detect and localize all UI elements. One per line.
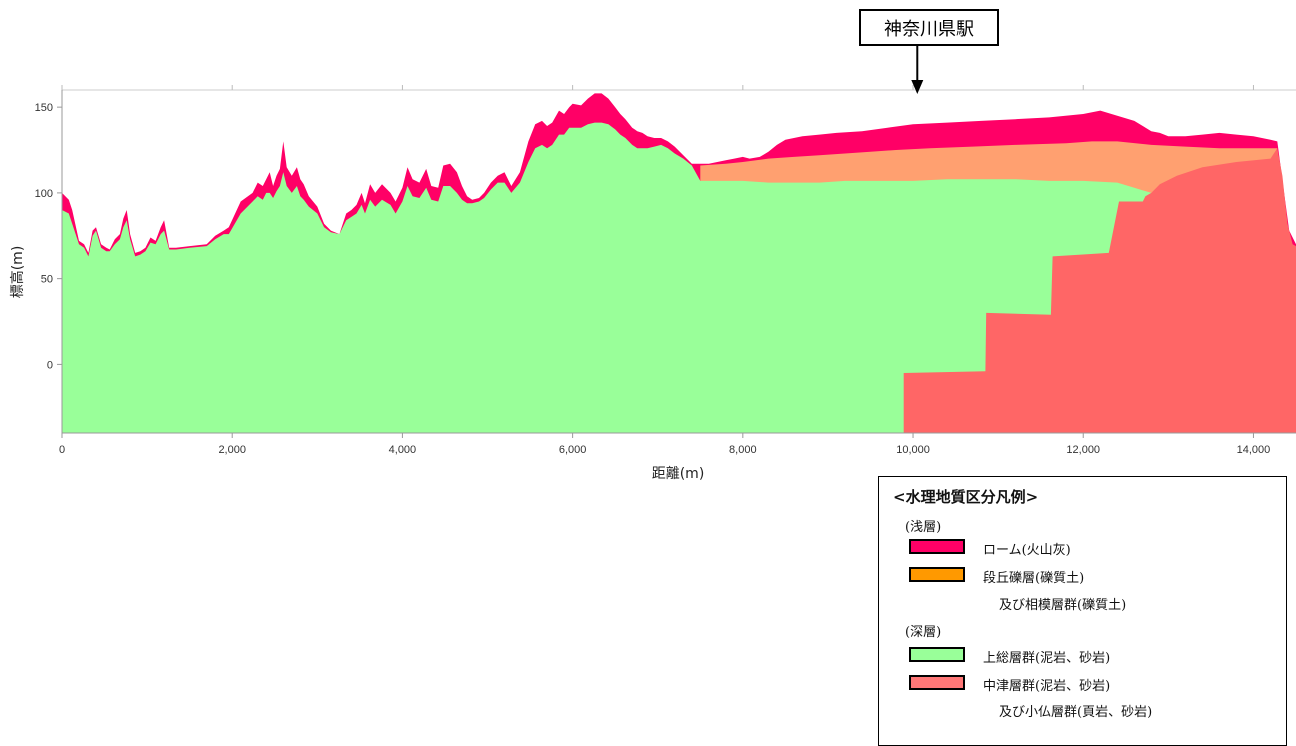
legend: <水理地質区分凡例> (浅層) ローム(火山灰) 段丘礫層(礫質土) 及び相模層… (878, 476, 1287, 746)
legend-title: <水理地質区分凡例> (893, 488, 1039, 506)
x-tick-label: 4,000 (389, 444, 417, 456)
layer-area-2 (62, 122, 1278, 433)
legend-group-shallow: (浅層) (905, 520, 942, 535)
x-tick-label: 8,000 (729, 444, 757, 456)
x-tick-label: 2,000 (218, 444, 246, 456)
x-tick-label: 6,000 (559, 444, 587, 456)
x-tick-label: 0 (59, 444, 65, 456)
legend-label-loam: ローム(火山灰) (983, 543, 1071, 558)
legend-label-nakatsu-2: 及び小仏層群(頁岩、砂岩) (999, 705, 1153, 720)
x-tick-label: 10,000 (896, 444, 930, 456)
legend-group-deep: (深層) (905, 625, 942, 640)
legend-swatch-gravel (909, 567, 965, 582)
station-label: 神奈川県駅 (859, 9, 999, 46)
legend-label-gravel-2: 及び相模層群(礫質土) (999, 598, 1127, 613)
x-tick-label: 12,000 (1066, 444, 1100, 456)
y-tick-label: 0 (47, 359, 53, 371)
chart-axes: 0 2,000 4,000 6,000 8,000 10,000 12,000 14,000 0… (35, 85, 1296, 456)
y-tick-label: 100 (35, 188, 53, 200)
legend-swatch-kazusa (909, 647, 965, 662)
legend-label-gravel: 段丘礫層(礫質土) (983, 571, 1085, 586)
y-tick-label: 150 (35, 102, 53, 114)
geology-layers (62, 93, 1296, 434)
y-tick-label: 50 (41, 274, 53, 286)
legend-swatch-nakatsu (909, 675, 965, 690)
station-arrow-head (911, 80, 924, 94)
legend-label-nakatsu: 中津層群(泥岩、砂岩) (983, 679, 1111, 694)
layer-area-3 (903, 148, 1296, 434)
legend-swatch-loam (909, 539, 965, 554)
station-arrow (911, 46, 924, 94)
x-tick-label: 14,000 (1237, 444, 1271, 456)
legend-label-kazusa: 上総層群(泥岩、砂岩) (983, 651, 1111, 666)
x-axis-title: 距離(m) (652, 465, 705, 482)
y-axis-title: 標高(m) (9, 246, 26, 299)
elevation-profile-chart: 0 2,000 4,000 6,000 8,000 10,000 12,000 14,000 0… (9, 46, 1296, 482)
